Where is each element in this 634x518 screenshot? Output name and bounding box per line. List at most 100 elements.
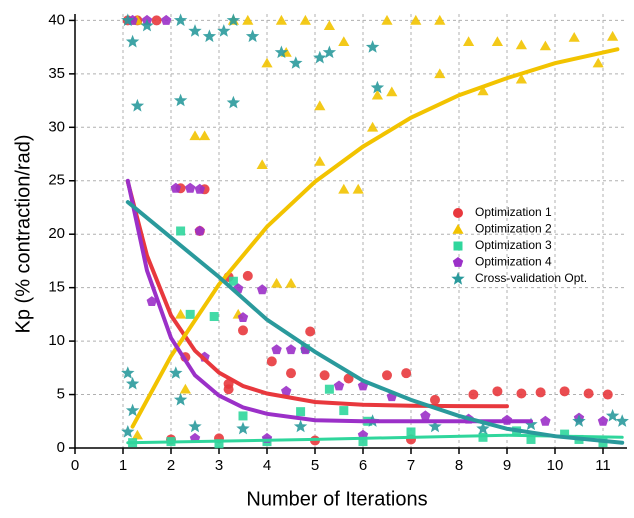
point <box>367 121 379 132</box>
point <box>468 389 479 400</box>
point <box>293 419 308 433</box>
point <box>261 57 273 68</box>
point <box>236 421 250 435</box>
point <box>314 100 326 111</box>
point <box>515 39 527 50</box>
point <box>434 68 446 79</box>
point <box>434 14 446 25</box>
point <box>386 86 398 97</box>
x-tick-label: 10 <box>547 457 564 474</box>
point <box>217 24 231 37</box>
point <box>185 309 195 319</box>
x-tick-label: 1 <box>119 457 127 474</box>
point <box>266 356 277 367</box>
point <box>242 270 253 281</box>
point <box>515 73 527 84</box>
point <box>176 226 186 236</box>
y-tick-label: 20 <box>48 225 65 242</box>
point <box>516 388 527 399</box>
point <box>131 429 143 440</box>
point <box>478 432 488 442</box>
y-axis-title: Kp (% contraction/rad) <box>12 135 34 334</box>
legend-marker <box>452 224 464 234</box>
point <box>492 386 503 397</box>
y-tick-label: 15 <box>48 279 65 296</box>
point <box>188 419 202 433</box>
y-tick-label: 10 <box>48 332 65 349</box>
y-tick-label: 40 <box>48 11 65 28</box>
point <box>319 370 330 381</box>
x-tick-label: 8 <box>455 457 463 474</box>
point <box>314 156 326 166</box>
point <box>339 406 349 416</box>
point <box>130 98 145 112</box>
point <box>322 45 337 59</box>
legend-text: Optimization 2 <box>475 222 552 236</box>
point <box>526 434 536 444</box>
point <box>299 14 311 25</box>
legend-text: Optimization 1 <box>475 205 552 219</box>
x-tick-label: 3 <box>215 457 223 474</box>
legend-text: Optimization 3 <box>475 238 552 252</box>
point <box>257 284 268 295</box>
point <box>271 277 283 288</box>
point <box>161 14 172 25</box>
point <box>169 366 183 379</box>
point <box>428 419 442 433</box>
point <box>365 40 380 53</box>
point <box>125 34 140 48</box>
x-tick-label: 9 <box>503 457 511 474</box>
point <box>286 368 296 379</box>
y-tick-label: 25 <box>48 172 65 189</box>
legend-text: Optimization 4 <box>475 255 552 269</box>
point <box>352 183 364 194</box>
point <box>305 326 316 337</box>
point <box>185 182 196 193</box>
point <box>289 56 303 69</box>
point <box>607 30 619 41</box>
point <box>370 80 385 94</box>
point <box>199 130 211 141</box>
point <box>559 386 570 397</box>
point <box>583 388 594 399</box>
point <box>226 95 241 109</box>
point <box>568 32 580 42</box>
point <box>188 24 202 37</box>
x-tick-label: 4 <box>263 457 271 474</box>
point <box>256 159 268 169</box>
point <box>274 45 289 59</box>
point <box>238 411 248 421</box>
point <box>140 18 154 32</box>
point <box>358 437 368 447</box>
point <box>170 182 181 193</box>
point <box>463 36 475 46</box>
x-tick-label: 0 <box>71 457 79 474</box>
point <box>194 225 205 236</box>
point <box>343 373 354 384</box>
point <box>324 384 334 394</box>
x-tick-label: 5 <box>311 457 319 474</box>
legend-marker <box>453 208 463 218</box>
fit-line <box>125 178 533 424</box>
point <box>175 308 187 319</box>
point <box>237 312 249 322</box>
point <box>592 57 604 68</box>
point <box>214 439 224 449</box>
point <box>179 383 191 394</box>
x-tick-label: 7 <box>407 457 415 474</box>
fit-line <box>130 47 620 429</box>
point <box>524 417 538 431</box>
x-tick-label: 11 <box>595 457 611 474</box>
point <box>285 277 297 288</box>
point <box>406 427 416 437</box>
point <box>338 36 350 46</box>
y-tick-label: 0 <box>57 439 65 456</box>
point <box>296 407 306 417</box>
point <box>535 387 546 398</box>
x-tick-label: 6 <box>359 457 367 474</box>
point <box>401 368 412 379</box>
point <box>121 425 135 438</box>
point <box>560 429 570 439</box>
point <box>125 403 140 417</box>
point <box>323 20 335 30</box>
